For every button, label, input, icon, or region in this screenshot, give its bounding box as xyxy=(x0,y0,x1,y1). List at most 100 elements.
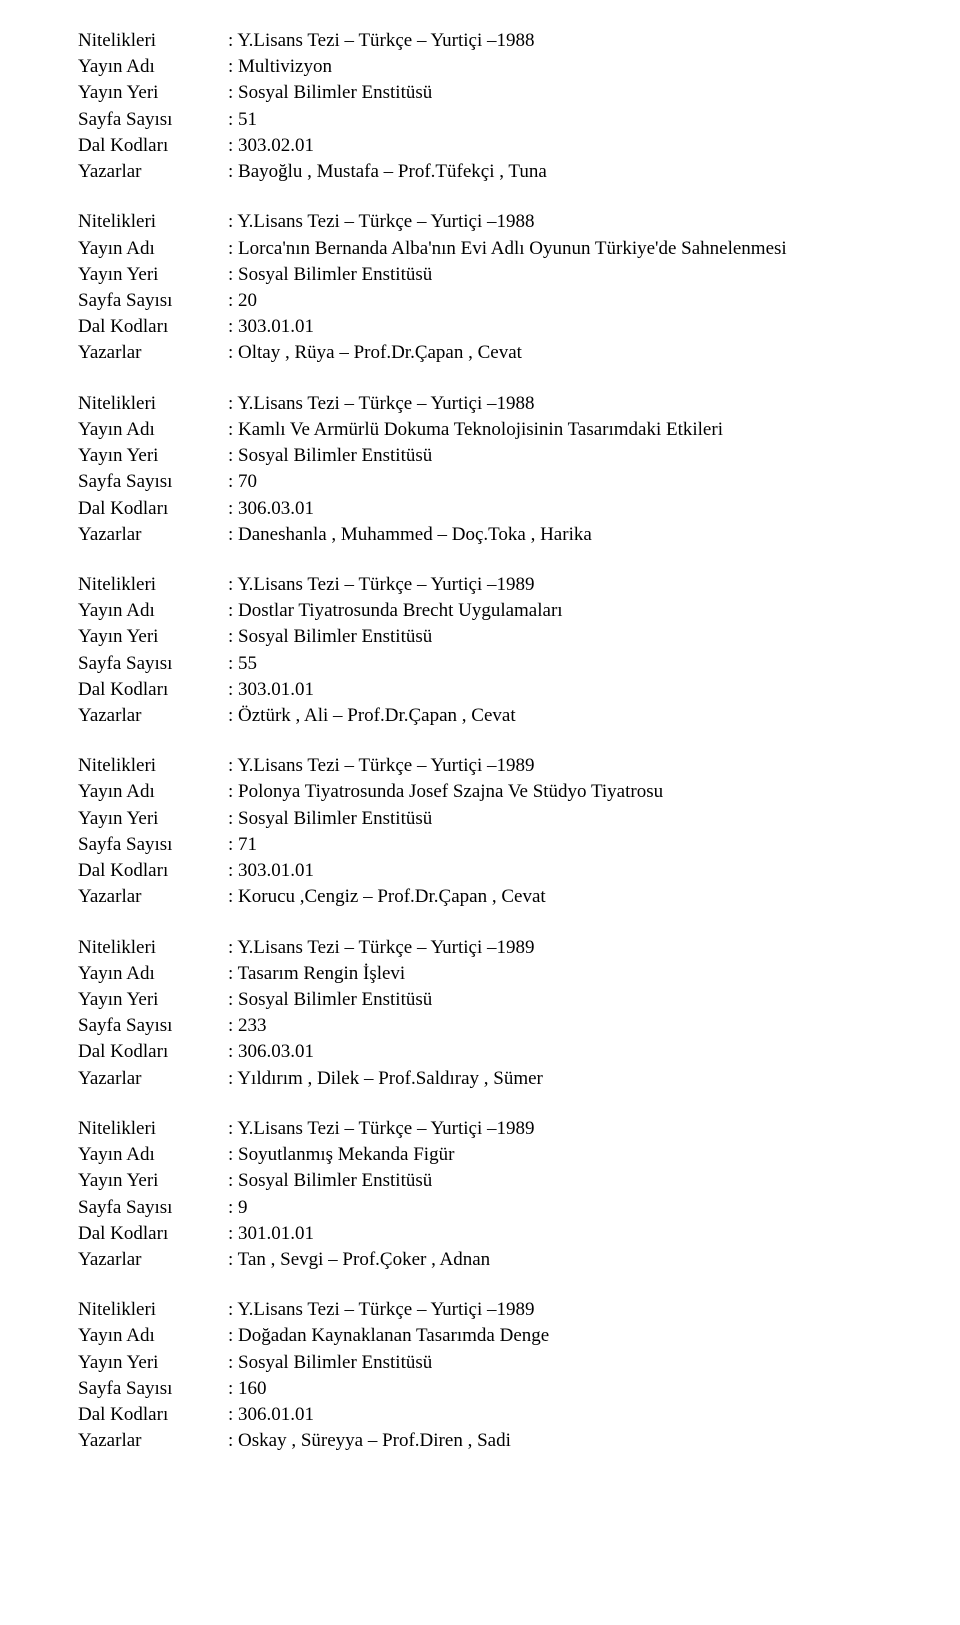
record: Nitelikleri: Y.Lisans Tezi – Türkçe – Yu… xyxy=(78,572,882,729)
field-label-sayfa_sayisi: Sayfa Sayısı xyxy=(78,832,228,858)
record-row: Nitelikleri: Y.Lisans Tezi – Türkçe – Yu… xyxy=(78,1116,882,1142)
field-value-yayin_adi: : Lorca'nın Bernanda Alba'nın Evi Adlı O… xyxy=(228,236,882,262)
field-value-yazarlar: : Öztürk , Ali – Prof.Dr.Çapan , Cevat xyxy=(228,703,882,729)
field-value-yazarlar: : Daneshanla , Muhammed – Doç.Toka , Har… xyxy=(228,522,882,548)
record: Nitelikleri: Y.Lisans Tezi – Türkçe – Yu… xyxy=(78,753,882,910)
record-row: Yayın Yeri: Sosyal Bilimler Enstitüsü xyxy=(78,1350,882,1376)
record-row: Sayfa Sayısı: 9 xyxy=(78,1195,882,1221)
record: Nitelikleri: Y.Lisans Tezi – Türkçe – Yu… xyxy=(78,209,882,366)
field-label-yayin_yeri: Yayın Yeri xyxy=(78,80,228,106)
field-value-sayfa_sayisi: : 55 xyxy=(228,651,882,677)
record-row: Yayın Yeri: Sosyal Bilimler Enstitüsü xyxy=(78,1168,882,1194)
field-label-yayin_adi: Yayın Adı xyxy=(78,779,228,805)
field-label-yayin_yeri: Yayın Yeri xyxy=(78,1168,228,1194)
field-label-yayin_adi: Yayın Adı xyxy=(78,1323,228,1349)
field-label-sayfa_sayisi: Sayfa Sayısı xyxy=(78,1013,228,1039)
record-row: Yayın Yeri: Sosyal Bilimler Enstitüsü xyxy=(78,443,882,469)
record-row: Nitelikleri: Y.Lisans Tezi – Türkçe – Yu… xyxy=(78,935,882,961)
record: Nitelikleri: Y.Lisans Tezi – Türkçe – Yu… xyxy=(78,935,882,1092)
field-value-nitelikleri: : Y.Lisans Tezi – Türkçe – Yurtiçi –1989 xyxy=(228,1297,882,1323)
field-value-yayin_yeri: : Sosyal Bilimler Enstitüsü xyxy=(228,443,882,469)
record-row: Dal Kodları: 303.01.01 xyxy=(78,314,882,340)
field-label-yayin_adi: Yayın Adı xyxy=(78,1142,228,1168)
field-label-nitelikleri: Nitelikleri xyxy=(78,935,228,961)
field-label-yazarlar: Yazarlar xyxy=(78,884,228,910)
record-row: Yayın Yeri: Sosyal Bilimler Enstitüsü xyxy=(78,624,882,650)
field-label-yayin_yeri: Yayın Yeri xyxy=(78,443,228,469)
field-label-nitelikleri: Nitelikleri xyxy=(78,28,228,54)
field-value-dal_kodlari: : 306.01.01 xyxy=(228,1402,882,1428)
record-row: Yazarlar: Oskay , Süreyya – Prof.Diren ,… xyxy=(78,1428,882,1454)
field-value-dal_kodlari: : 303.02.01 xyxy=(228,133,882,159)
field-value-nitelikleri: : Y.Lisans Tezi – Türkçe – Yurtiçi –1989 xyxy=(228,572,882,598)
record-row: Dal Kodları: 303.01.01 xyxy=(78,858,882,884)
record-row: Yazarlar: Daneshanla , Muhammed – Doç.To… xyxy=(78,522,882,548)
field-label-yayin_adi: Yayın Adı xyxy=(78,236,228,262)
field-label-yayin_adi: Yayın Adı xyxy=(78,417,228,443)
record-row: Yazarlar: Tan , Sevgi – Prof.Çoker , Adn… xyxy=(78,1247,882,1273)
field-label-dal_kodlari: Dal Kodları xyxy=(78,1221,228,1247)
record-row: Sayfa Sayısı: 55 xyxy=(78,651,882,677)
record-row: Yazarlar: Yıldırım , Dilek – Prof.Saldır… xyxy=(78,1066,882,1092)
field-label-yayin_adi: Yayın Adı xyxy=(78,598,228,624)
field-value-yayin_adi: : Multivizyon xyxy=(228,54,882,80)
record-row: Nitelikleri: Y.Lisans Tezi – Türkçe – Yu… xyxy=(78,1297,882,1323)
record-row: Yazarlar: Bayoğlu , Mustafa – Prof.Tüfek… xyxy=(78,159,882,185)
record-row: Dal Kodları: 303.02.01 xyxy=(78,133,882,159)
field-label-dal_kodlari: Dal Kodları xyxy=(78,1039,228,1065)
field-value-nitelikleri: : Y.Lisans Tezi – Türkçe – Yurtiçi –1988 xyxy=(228,28,882,54)
field-value-yayin_adi: : Tasarım Rengin İşlevi xyxy=(228,961,882,987)
field-label-yayin_yeri: Yayın Yeri xyxy=(78,806,228,832)
field-label-yazarlar: Yazarlar xyxy=(78,340,228,366)
field-label-sayfa_sayisi: Sayfa Sayısı xyxy=(78,469,228,495)
record-row: Nitelikleri: Y.Lisans Tezi – Türkçe – Yu… xyxy=(78,209,882,235)
field-label-sayfa_sayisi: Sayfa Sayısı xyxy=(78,1195,228,1221)
record-row: Dal Kodları: 306.01.01 xyxy=(78,1402,882,1428)
record-row: Dal Kodları: 306.03.01 xyxy=(78,496,882,522)
field-value-sayfa_sayisi: : 70 xyxy=(228,469,882,495)
field-value-dal_kodlari: : 303.01.01 xyxy=(228,677,882,703)
field-value-nitelikleri: : Y.Lisans Tezi – Türkçe – Yurtiçi –1989 xyxy=(228,935,882,961)
field-value-sayfa_sayisi: : 233 xyxy=(228,1013,882,1039)
field-label-nitelikleri: Nitelikleri xyxy=(78,572,228,598)
field-label-yazarlar: Yazarlar xyxy=(78,1428,228,1454)
field-label-yayin_yeri: Yayın Yeri xyxy=(78,262,228,288)
field-value-yayin_adi: : Dostlar Tiyatrosunda Brecht Uygulamala… xyxy=(228,598,882,624)
field-value-yayin_yeri: : Sosyal Bilimler Enstitüsü xyxy=(228,987,882,1013)
field-label-yazarlar: Yazarlar xyxy=(78,703,228,729)
field-label-dal_kodlari: Dal Kodları xyxy=(78,1402,228,1428)
field-value-nitelikleri: : Y.Lisans Tezi – Türkçe – Yurtiçi –1989 xyxy=(228,1116,882,1142)
field-value-yayin_yeri: : Sosyal Bilimler Enstitüsü xyxy=(228,1168,882,1194)
record-row: Sayfa Sayısı: 160 xyxy=(78,1376,882,1402)
field-value-yayin_yeri: : Sosyal Bilimler Enstitüsü xyxy=(228,624,882,650)
record-row: Yayın Adı: Tasarım Rengin İşlevi xyxy=(78,961,882,987)
record-row: Yayın Adı: Multivizyon xyxy=(78,54,882,80)
record-row: Yayın Adı: Doğadan Kaynaklanan Tasarımda… xyxy=(78,1323,882,1349)
record: Nitelikleri: Y.Lisans Tezi – Türkçe – Yu… xyxy=(78,28,882,185)
field-label-sayfa_sayisi: Sayfa Sayısı xyxy=(78,651,228,677)
field-value-dal_kodlari: : 306.03.01 xyxy=(228,496,882,522)
field-value-yazarlar: : Yıldırım , Dilek – Prof.Saldıray , Süm… xyxy=(228,1066,882,1092)
field-value-dal_kodlari: : 301.01.01 xyxy=(228,1221,882,1247)
field-value-yayin_adi: : Doğadan Kaynaklanan Tasarımda Denge xyxy=(228,1323,882,1349)
document-page: Nitelikleri: Y.Lisans Tezi – Türkçe – Yu… xyxy=(0,0,960,1625)
field-value-yayin_yeri: : Sosyal Bilimler Enstitüsü xyxy=(228,80,882,106)
field-value-yazarlar: : Tan , Sevgi – Prof.Çoker , Adnan xyxy=(228,1247,882,1273)
field-value-yayin_adi: : Kamlı Ve Armürlü Dokuma Teknolojisinin… xyxy=(228,417,882,443)
record-row: Yayın Adı: Lorca'nın Bernanda Alba'nın E… xyxy=(78,236,882,262)
record-row: Sayfa Sayısı: 70 xyxy=(78,469,882,495)
field-label-yazarlar: Yazarlar xyxy=(78,522,228,548)
field-value-yayin_yeri: : Sosyal Bilimler Enstitüsü xyxy=(228,1350,882,1376)
field-label-yayin_yeri: Yayın Yeri xyxy=(78,987,228,1013)
field-label-yazarlar: Yazarlar xyxy=(78,159,228,185)
field-label-sayfa_sayisi: Sayfa Sayısı xyxy=(78,107,228,133)
field-label-dal_kodlari: Dal Kodları xyxy=(78,314,228,340)
record-row: Yazarlar: Korucu ,Cengiz – Prof.Dr.Çapan… xyxy=(78,884,882,910)
field-value-nitelikleri: : Y.Lisans Tezi – Türkçe – Yurtiçi –1988 xyxy=(228,391,882,417)
record-row: Yayın Adı: Kamlı Ve Armürlü Dokuma Tekno… xyxy=(78,417,882,443)
field-label-dal_kodlari: Dal Kodları xyxy=(78,858,228,884)
field-value-yayin_yeri: : Sosyal Bilimler Enstitüsü xyxy=(228,806,882,832)
record-row: Sayfa Sayısı: 51 xyxy=(78,107,882,133)
field-label-dal_kodlari: Dal Kodları xyxy=(78,677,228,703)
field-label-yayin_yeri: Yayın Yeri xyxy=(78,624,228,650)
